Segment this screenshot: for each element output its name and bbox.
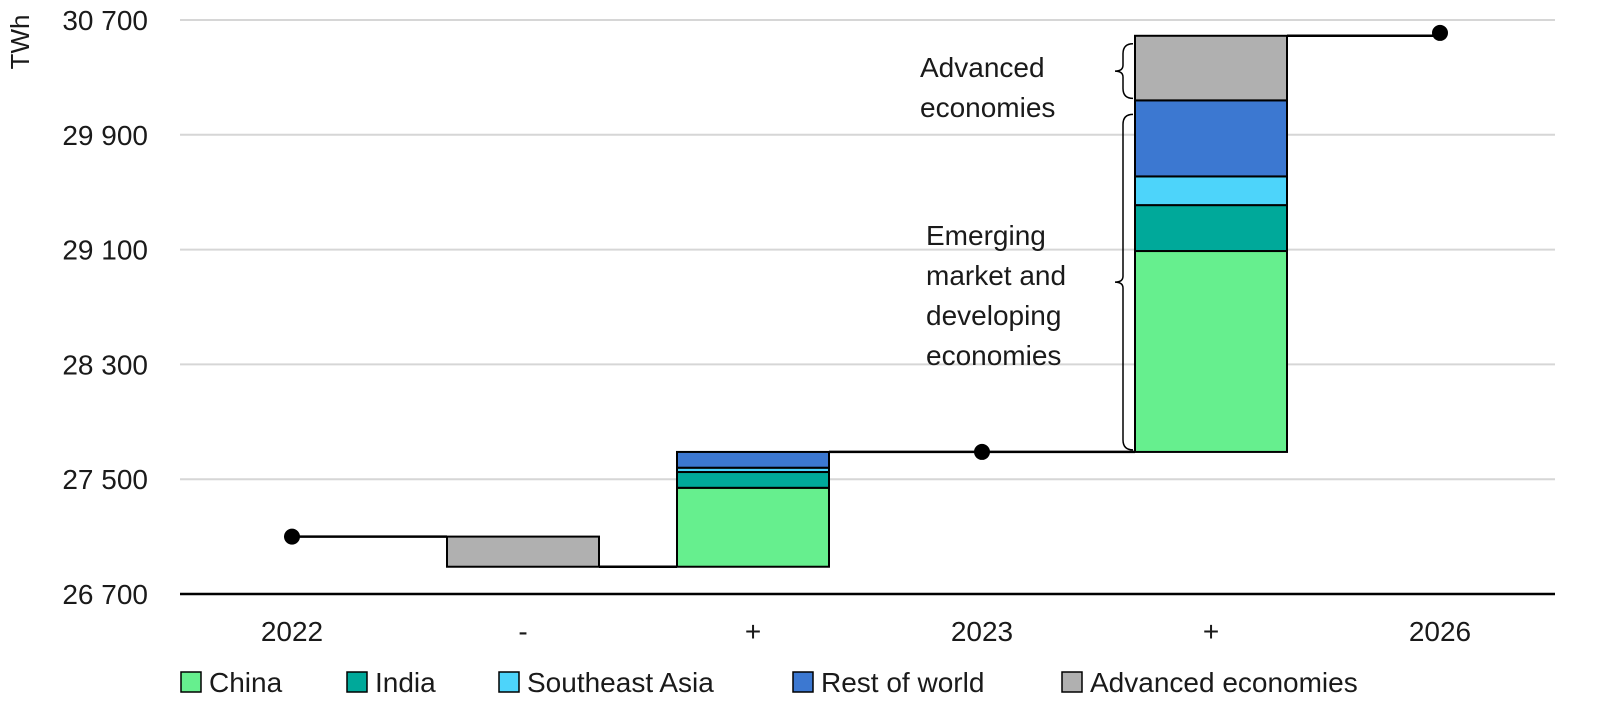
annotation-line: Advanced: [920, 52, 1045, 83]
legend-item-advanced-economies: Advanced economies: [1061, 667, 1358, 698]
y-axis-ticks: 26 700 27 500 28 300 29 100 29 900 30 700: [62, 5, 148, 610]
bar-segment-advanced-economies: [446, 535, 600, 568]
legend-label: Southeast Asia: [527, 667, 714, 698]
annotation-line: developing: [926, 300, 1061, 331]
legend: China India Southeast Asia Rest of world Adv…: [180, 667, 1358, 698]
bar-segment-india: [1134, 204, 1288, 253]
annotation-line: Emerging: [926, 220, 1046, 251]
bar-segment-rest-of-world: [1134, 99, 1288, 178]
annotation-line: economies: [920, 92, 1055, 123]
y-axis-title: TWh: [5, 15, 35, 70]
y-tick-label: 29 900: [62, 120, 148, 151]
x-tick-label: 2023: [951, 616, 1013, 647]
legend-label: Rest of world: [821, 667, 984, 698]
bar-segment-india: [676, 471, 830, 489]
y-tick-label: 30 700: [62, 5, 148, 36]
x-tick-label: +: [1203, 616, 1219, 647]
legend-label: India: [375, 667, 436, 698]
total-marker: [974, 443, 990, 460]
legend-label: Advanced economies: [1090, 667, 1358, 698]
brace-advanced-economies: [1114, 43, 1134, 100]
bar-segment-southeast-asia: [1134, 175, 1288, 207]
bar-segment-advanced-economies: [1134, 34, 1288, 102]
annotation-line: market and: [926, 260, 1066, 291]
bar-segment-china: [1134, 250, 1288, 453]
legend-swatch: [180, 671, 202, 693]
legend-swatch: [498, 671, 520, 693]
x-tick-label: -: [518, 616, 527, 647]
annotations: Advanced economies Emerging market and devel…: [920, 43, 1134, 451]
y-tick-label: 29 100: [62, 235, 148, 266]
legend-item-india: India: [346, 667, 436, 698]
x-tick-label: 2022: [261, 616, 323, 647]
annotation-line: economies: [926, 340, 1061, 371]
legend-label: China: [209, 667, 283, 698]
bar-segment-rest-of-world: [676, 450, 830, 469]
legend-item-southeast-asia: Southeast Asia: [498, 667, 714, 698]
x-axis-ticks: 2022 - +2023 +2026: [261, 616, 1471, 647]
connector-lines: [292, 34, 1440, 568]
x-tick-label: 2026: [1409, 616, 1471, 647]
legend-swatch: [792, 671, 814, 693]
total-markers: [284, 24, 1448, 545]
legend-swatch: [346, 671, 368, 693]
total-marker: [284, 528, 300, 545]
y-tick-label: 27 500: [62, 464, 148, 495]
gridlines: [180, 19, 1555, 481]
bars: [446, 34, 1288, 568]
y-tick-label: 26 700: [62, 579, 148, 610]
legend-item-rest-of-world: Rest of world: [792, 667, 984, 698]
x-tick-label: +: [745, 616, 761, 647]
brace-emerging-economies: [1114, 113, 1134, 451]
bar-segment-china: [676, 486, 830, 568]
y-tick-label: 28 300: [62, 349, 148, 380]
legend-item-china: China: [180, 667, 283, 698]
legend-swatch: [1061, 671, 1083, 693]
total-marker: [1432, 24, 1448, 41]
